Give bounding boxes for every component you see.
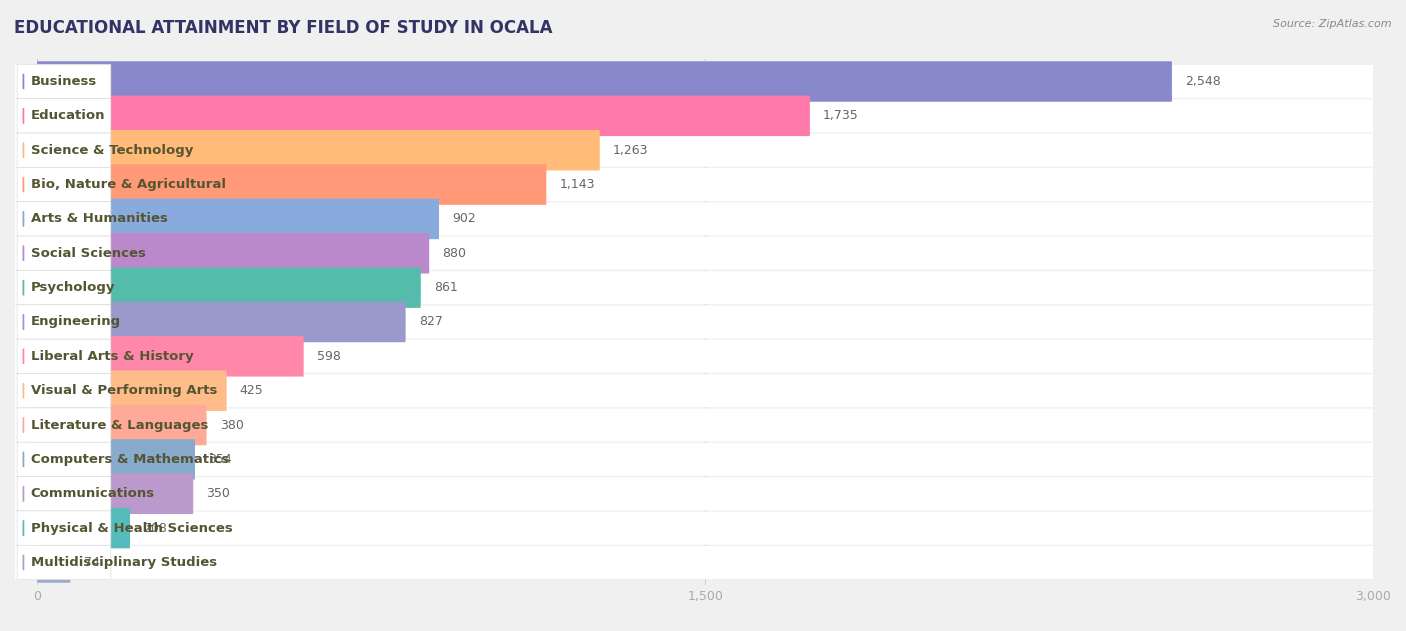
FancyBboxPatch shape <box>17 511 111 545</box>
FancyBboxPatch shape <box>15 305 1374 338</box>
Text: Source: ZipAtlas.com: Source: ZipAtlas.com <box>1274 19 1392 29</box>
FancyBboxPatch shape <box>15 203 1374 235</box>
Text: 208: 208 <box>143 522 167 534</box>
Text: Arts & Humanities: Arts & Humanities <box>31 213 167 225</box>
FancyBboxPatch shape <box>17 339 111 374</box>
FancyBboxPatch shape <box>37 439 195 480</box>
Text: Physical & Health Sciences: Physical & Health Sciences <box>31 522 232 534</box>
FancyBboxPatch shape <box>15 477 1374 510</box>
Text: 1,735: 1,735 <box>823 109 859 122</box>
Text: 880: 880 <box>443 247 467 260</box>
Text: Education: Education <box>31 109 105 122</box>
FancyBboxPatch shape <box>17 64 111 98</box>
FancyBboxPatch shape <box>15 340 1374 373</box>
FancyBboxPatch shape <box>17 305 111 339</box>
FancyBboxPatch shape <box>37 370 226 411</box>
FancyBboxPatch shape <box>37 61 1173 102</box>
Text: 827: 827 <box>419 316 443 329</box>
Text: EDUCATIONAL ATTAINMENT BY FIELD OF STUDY IN OCALA: EDUCATIONAL ATTAINMENT BY FIELD OF STUDY… <box>14 19 553 37</box>
Text: Visual & Performing Arts: Visual & Performing Arts <box>31 384 217 397</box>
FancyBboxPatch shape <box>15 65 1374 98</box>
FancyBboxPatch shape <box>17 374 111 408</box>
FancyBboxPatch shape <box>17 133 111 167</box>
Text: Communications: Communications <box>31 487 155 500</box>
FancyBboxPatch shape <box>37 405 207 445</box>
Text: 380: 380 <box>219 418 243 432</box>
FancyBboxPatch shape <box>17 202 111 236</box>
FancyBboxPatch shape <box>37 268 420 308</box>
FancyBboxPatch shape <box>17 236 111 271</box>
FancyBboxPatch shape <box>15 409 1374 442</box>
FancyBboxPatch shape <box>15 374 1374 407</box>
Text: Business: Business <box>31 75 97 88</box>
Text: Social Sciences: Social Sciences <box>31 247 145 260</box>
Text: 861: 861 <box>434 281 458 294</box>
FancyBboxPatch shape <box>37 542 70 583</box>
FancyBboxPatch shape <box>15 271 1374 304</box>
FancyBboxPatch shape <box>15 512 1374 545</box>
FancyBboxPatch shape <box>17 476 111 511</box>
FancyBboxPatch shape <box>37 508 129 548</box>
FancyBboxPatch shape <box>15 237 1374 270</box>
Text: 1,143: 1,143 <box>560 178 595 191</box>
Text: Computers & Mathematics: Computers & Mathematics <box>31 453 229 466</box>
FancyBboxPatch shape <box>17 408 111 442</box>
FancyBboxPatch shape <box>37 96 810 136</box>
FancyBboxPatch shape <box>17 442 111 476</box>
FancyBboxPatch shape <box>37 336 304 377</box>
Text: 425: 425 <box>240 384 263 397</box>
FancyBboxPatch shape <box>37 130 600 170</box>
FancyBboxPatch shape <box>37 164 547 205</box>
Text: 902: 902 <box>453 213 477 225</box>
FancyBboxPatch shape <box>15 546 1374 579</box>
Text: 598: 598 <box>316 350 340 363</box>
FancyBboxPatch shape <box>15 443 1374 476</box>
Text: Engineering: Engineering <box>31 316 121 329</box>
FancyBboxPatch shape <box>37 473 193 514</box>
Text: Liberal Arts & History: Liberal Arts & History <box>31 350 193 363</box>
FancyBboxPatch shape <box>15 168 1374 201</box>
FancyBboxPatch shape <box>17 167 111 202</box>
Text: 1,263: 1,263 <box>613 144 648 156</box>
FancyBboxPatch shape <box>17 545 111 580</box>
FancyBboxPatch shape <box>15 134 1374 167</box>
FancyBboxPatch shape <box>17 271 111 305</box>
FancyBboxPatch shape <box>15 99 1374 133</box>
Text: Bio, Nature & Agricultural: Bio, Nature & Agricultural <box>31 178 225 191</box>
Text: 2,548: 2,548 <box>1185 75 1220 88</box>
Text: Psychology: Psychology <box>31 281 115 294</box>
FancyBboxPatch shape <box>17 98 111 133</box>
FancyBboxPatch shape <box>37 199 439 239</box>
Text: 354: 354 <box>208 453 232 466</box>
FancyBboxPatch shape <box>37 233 429 273</box>
Text: 350: 350 <box>207 487 231 500</box>
FancyBboxPatch shape <box>37 302 405 342</box>
Text: Literature & Languages: Literature & Languages <box>31 418 208 432</box>
Text: Multidisciplinary Studies: Multidisciplinary Studies <box>31 556 217 569</box>
Text: 74: 74 <box>83 556 100 569</box>
Text: Science & Technology: Science & Technology <box>31 144 193 156</box>
